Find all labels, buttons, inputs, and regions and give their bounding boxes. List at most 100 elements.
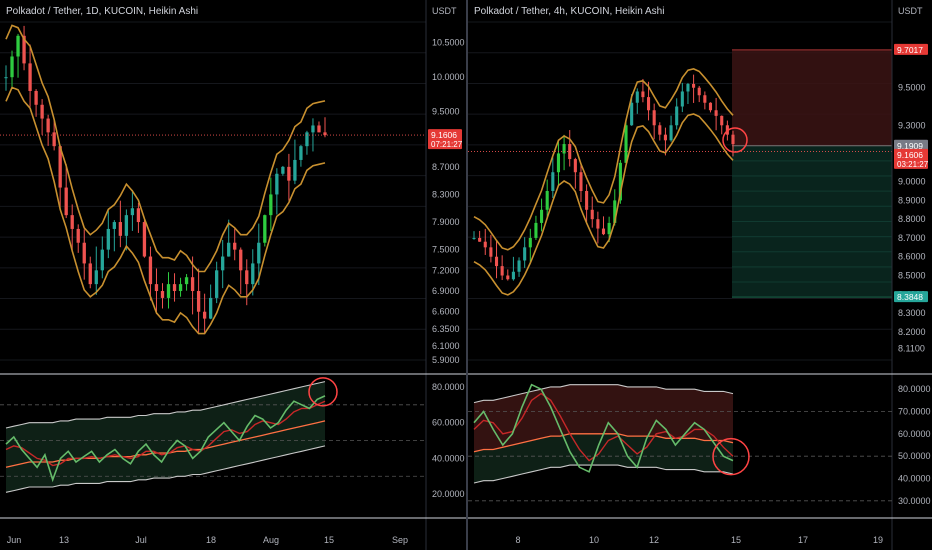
candle-body (323, 132, 327, 136)
candle-body (142, 222, 147, 257)
oscillator-tick-label: 60.0000 (898, 429, 931, 439)
candle-body (40, 104, 44, 119)
oscillator-tick-label: 80.0000 (432, 382, 465, 392)
last-price-label: 9.1606 (431, 130, 457, 140)
candle-body (528, 237, 532, 248)
last-price-label-timer: 07:21:27 (431, 140, 463, 149)
oscillator-fast-line (5, 395, 326, 483)
4h-chart-canvas[interactable]: 9.5000 9.3000 9.0000 8.9000 8.8000 8.7000 8.60… (468, 0, 932, 550)
time-tick-label: 19 (873, 535, 883, 545)
target-price-label: 9.7017 (897, 45, 923, 55)
candle-body (28, 63, 32, 91)
candle-body (506, 275, 510, 280)
price-tick-label: 8.5000 (898, 271, 926, 281)
oscillator-upper-fill (474, 384, 733, 452)
candle-body (590, 209, 594, 220)
candle-body (613, 200, 617, 223)
price-tick-label: 8.9000 (898, 195, 926, 205)
candle-body (523, 247, 527, 261)
stop-price-label: 8.3848 (897, 292, 923, 302)
daily-price-unit: USDT (432, 6, 457, 16)
daily-chart-pane[interactable]: 10.5000 10.0000 9.5000 8.7000 8.3000 7.9000 7.… (0, 0, 466, 550)
oscillator-lower-band (5, 445, 326, 493)
candle-body (34, 90, 38, 105)
candle-body (305, 132, 309, 147)
candle-body (221, 256, 225, 271)
candle-body (562, 144, 566, 154)
price-tick-label: 7.5000 (432, 245, 460, 255)
4h-chart-pane[interactable]: 9.5000 9.3000 9.0000 8.9000 8.8000 8.7000 8.60… (468, 0, 932, 550)
candle-body (618, 162, 622, 201)
oscillator-annotation-circle (308, 377, 338, 407)
time-tick-label: Jul (135, 535, 147, 545)
candle-body (317, 125, 321, 133)
candle-body (489, 247, 493, 257)
candle-body (573, 159, 577, 173)
candle-body (545, 191, 549, 210)
candle-body (16, 35, 20, 57)
candle-body (100, 249, 104, 271)
price-tick-label: 7.9000 (432, 217, 460, 227)
candle-body (708, 102, 713, 111)
candle-body (624, 125, 628, 163)
price-tick-label: 8.1100 (898, 344, 925, 354)
target-price-label-badge (894, 43, 928, 55)
candle-body (511, 271, 515, 280)
time-tick-label: 12 (649, 535, 659, 545)
candle-body (208, 297, 213, 319)
candle-body (160, 291, 165, 298)
candle-body (124, 215, 129, 236)
candle-body (652, 110, 656, 126)
price-annotation-circle (722, 127, 748, 153)
candle-body (601, 228, 606, 235)
oscillator-upper-band (473, 384, 734, 404)
daily-chart-canvas[interactable]: 10.5000 10.0000 9.5000 8.7000 8.3000 7.9000 7.… (0, 0, 466, 550)
candle-body (607, 222, 611, 235)
candle-body (10, 56, 14, 78)
last-price-label: 9.1606 (897, 150, 923, 160)
candle-body (658, 125, 662, 135)
oscillator-tick-label: 60.0000 (432, 418, 465, 428)
oscillator-fast-line (473, 383, 734, 473)
candle-body (697, 87, 701, 96)
price-tick-label: 9.5000 (432, 107, 460, 117)
4h-price-unit: USDT (898, 6, 923, 16)
daily-chart-title: Polkadot / Tether, 1D, KUCOIN, Heikin As… (6, 6, 199, 17)
candle-body (233, 242, 237, 250)
candle-body (64, 187, 68, 216)
time-tick-label: 17 (798, 535, 808, 545)
entry-price-label: 9.1909 (897, 141, 923, 151)
candle-body (714, 110, 718, 116)
candle-body (692, 83, 696, 88)
candle-body (251, 263, 255, 285)
oscillator-upper-band (5, 381, 326, 429)
candle-body (154, 284, 159, 292)
candle-body (534, 222, 538, 238)
price-tick-label: 6.3500 (432, 324, 460, 334)
candle-body (257, 242, 261, 264)
candle-body (46, 118, 50, 133)
time-tick-label: 15 (731, 535, 741, 545)
candle-body (568, 144, 572, 160)
oscillator-tick-label: 30.0000 (898, 496, 931, 506)
time-tick-label: Aug (263, 535, 279, 545)
pane-separator[interactable] (466, 0, 468, 550)
candle-body (190, 277, 195, 292)
candle-body (500, 266, 504, 276)
candle-body (275, 173, 279, 195)
candle-body (596, 219, 600, 229)
last-price-label-timer: 03:21:27 (897, 160, 929, 169)
price-tick-label: 6.1000 (432, 341, 460, 351)
oscillator-lower-band (473, 464, 734, 484)
candle-body (269, 194, 273, 216)
candle-body (299, 146, 303, 160)
candle-body (635, 91, 639, 103)
candle-body (686, 83, 690, 92)
oscillator-tick-label: 20.0000 (432, 489, 465, 499)
candle-body (184, 277, 189, 285)
candle-body (4, 77, 8, 79)
time-tick-label: 15 (324, 535, 334, 545)
oscillator-slow-line (473, 392, 734, 462)
candle-body (311, 125, 315, 133)
time-tick-label: Jun (7, 535, 22, 545)
